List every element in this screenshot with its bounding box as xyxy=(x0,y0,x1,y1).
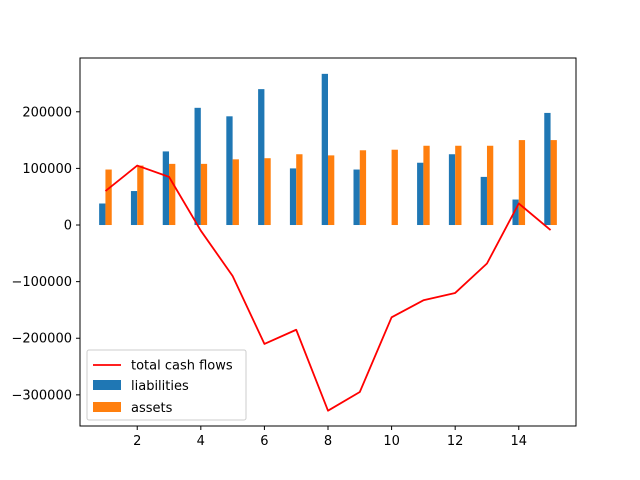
y-tick-label: −100000 xyxy=(11,275,72,290)
x-tick-label: 14 xyxy=(510,434,527,449)
liabilities-bar xyxy=(258,89,265,226)
y-tick-label: −300000 xyxy=(11,388,72,403)
liabilities-bars xyxy=(99,73,551,226)
assets-bars xyxy=(105,140,557,226)
assets-bar xyxy=(391,149,398,226)
legend-liabilities-swatch xyxy=(93,380,121,390)
assets-bar xyxy=(455,145,462,226)
assets-bar xyxy=(200,163,208,226)
liabilities-bar xyxy=(99,203,106,226)
legend-label-liabilities: liabilities xyxy=(131,379,189,394)
assets-bar xyxy=(328,155,335,226)
y-axis: −300000 −200000 −100000 0 100000 200000 xyxy=(11,105,80,403)
assets-bar xyxy=(518,140,526,226)
plot-area xyxy=(99,73,557,412)
liabilities-bar xyxy=(512,199,519,226)
legend: total cash flows liabilities assets xyxy=(86,349,247,421)
x-tick-label: 12 xyxy=(447,434,464,449)
assets-bar xyxy=(550,140,557,226)
assets-bar xyxy=(169,163,176,226)
liabilities-bar xyxy=(480,176,487,226)
liabilities-bar xyxy=(417,162,424,226)
line-series xyxy=(104,164,552,412)
y-tick-label: 200000 xyxy=(22,105,72,120)
liabilities-bar xyxy=(162,151,170,226)
assets-bar xyxy=(296,154,303,226)
legend-label-total-cash-flows: total cash flows xyxy=(131,359,233,374)
y-tick-label: 100000 xyxy=(22,162,72,177)
legend-assets-swatch xyxy=(93,402,121,412)
liabilities-bar xyxy=(353,169,360,226)
assets-bar xyxy=(486,145,494,226)
x-tick-label: 8 xyxy=(324,434,332,449)
assets-bar xyxy=(359,150,367,226)
y-tick-label: 0 xyxy=(64,219,72,234)
x-tick-label: 4 xyxy=(197,434,205,449)
x-axis: 2 4 6 8 10 12 14 xyxy=(133,426,527,449)
assets-bar xyxy=(105,169,112,226)
liabilities-bar xyxy=(321,73,328,226)
liabilities-bar xyxy=(289,168,297,226)
assets-bar xyxy=(264,158,271,226)
assets-bar xyxy=(232,159,239,226)
liabilities-bar xyxy=(448,154,456,226)
total-cash-flows-line xyxy=(104,164,552,412)
x-tick-label: 10 xyxy=(383,434,400,449)
liabilities-bar xyxy=(544,112,551,226)
liabilities-bar xyxy=(130,191,138,226)
y-tick-label: −200000 xyxy=(11,332,72,347)
liabilities-bar xyxy=(194,107,201,226)
x-tick-label: 6 xyxy=(260,434,268,449)
legend-box xyxy=(86,349,247,421)
liabilities-bar xyxy=(226,116,233,226)
assets-bar xyxy=(137,165,144,226)
x-tick-label: 2 xyxy=(133,434,141,449)
legend-label-assets: assets xyxy=(131,401,173,416)
assets-bar xyxy=(423,145,430,226)
